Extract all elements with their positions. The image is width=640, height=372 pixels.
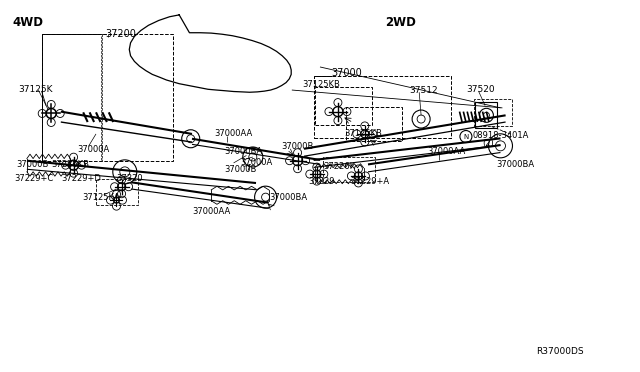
- Text: 37125KB: 37125KB: [302, 80, 340, 89]
- Text: 37000A: 37000A: [240, 158, 272, 167]
- Text: 37226KB: 37226KB: [51, 160, 89, 169]
- Text: 37229+C: 37229+C: [14, 174, 53, 183]
- Text: 37229: 37229: [308, 177, 335, 186]
- Text: 37125KB: 37125KB: [344, 129, 382, 138]
- Text: 37000BA: 37000BA: [269, 193, 307, 202]
- Bar: [315, 87, 372, 125]
- Text: 37000B: 37000B: [224, 165, 257, 174]
- Bar: [476, 102, 497, 128]
- Text: N: N: [463, 134, 468, 140]
- Text: 37000BA: 37000BA: [496, 160, 534, 169]
- Bar: [314, 76, 451, 138]
- Bar: [42, 34, 173, 161]
- Text: 37000AA: 37000AA: [192, 207, 230, 216]
- Text: 37512: 37512: [410, 86, 438, 94]
- Text: 08918-3401A: 08918-3401A: [472, 131, 529, 140]
- Text: 37000: 37000: [332, 68, 362, 77]
- Text: (2): (2): [482, 139, 493, 148]
- Text: 37200: 37200: [106, 29, 136, 39]
- Bar: [323, 157, 375, 182]
- Text: 37320: 37320: [116, 174, 143, 183]
- Text: 37000B: 37000B: [17, 160, 49, 169]
- Text: 37000BA: 37000BA: [224, 147, 262, 156]
- Text: 2WD: 2WD: [385, 16, 416, 29]
- Bar: [474, 99, 512, 126]
- Text: 37125KA: 37125KA: [82, 193, 120, 202]
- Text: 37000AA: 37000AA: [214, 129, 253, 138]
- Text: 37000AA: 37000AA: [428, 147, 466, 156]
- Bar: [346, 107, 402, 141]
- Text: 37520: 37520: [466, 85, 495, 94]
- Text: 37229+D: 37229+D: [61, 174, 100, 183]
- Text: 37000B: 37000B: [282, 142, 314, 151]
- Text: 37226K: 37226K: [323, 162, 355, 171]
- Text: 37125K: 37125K: [18, 85, 52, 94]
- Text: 37000A: 37000A: [77, 145, 109, 154]
- Text: 4WD: 4WD: [13, 16, 44, 29]
- Text: R37000DS: R37000DS: [536, 347, 584, 356]
- Bar: [96, 179, 138, 205]
- Text: 37229+A: 37229+A: [350, 177, 389, 186]
